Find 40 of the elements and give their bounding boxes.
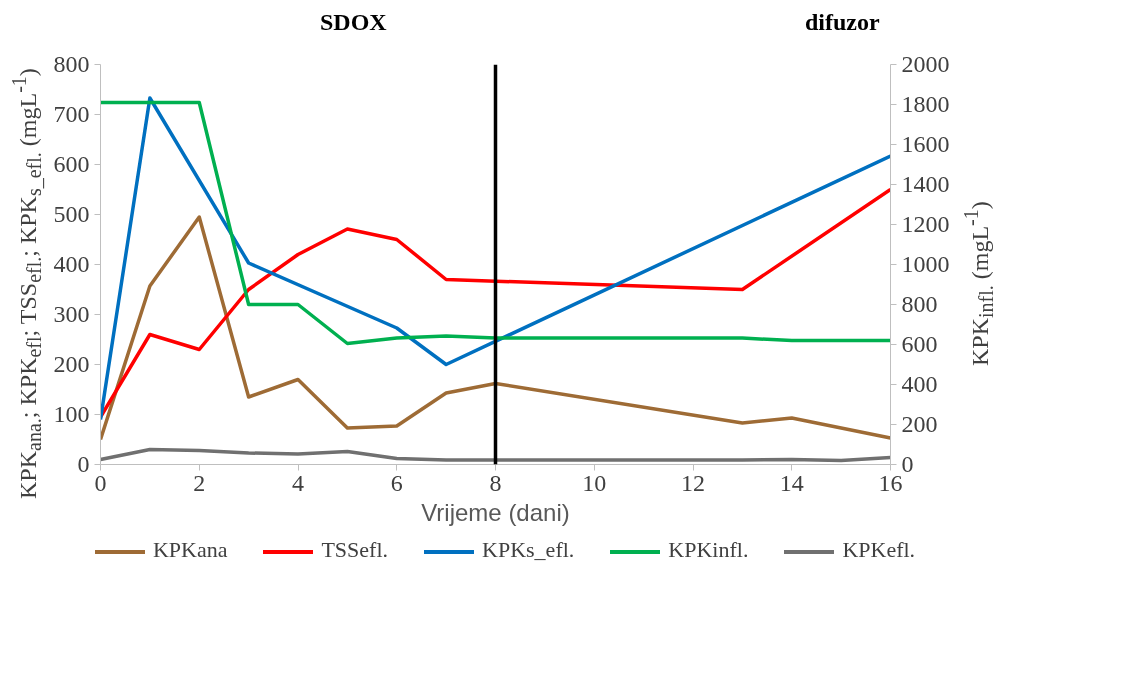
y2-tick-label: 400 (901, 371, 938, 397)
y-tick-label: 800 (53, 51, 90, 77)
text: difuzor (805, 8, 880, 37)
x-tick-label: 10 (582, 469, 607, 496)
y2-tick-label: 800 (901, 291, 938, 317)
y-tick-label: 600 (53, 151, 90, 177)
x-tick-label: 16 (878, 469, 903, 496)
y-tick-label: 700 (53, 101, 90, 127)
x-tick-label: 4 (292, 469, 304, 496)
y-tick-label: 500 (53, 201, 90, 227)
y-tick-label: 200 (53, 351, 90, 377)
legend-label: KPKana (151, 537, 228, 562)
legend-label: KPKefl. (841, 537, 916, 562)
y2-tick-label: 1400 (901, 171, 950, 197)
y2-tick-label: 0 (901, 451, 914, 477)
y2-tick-label: 600 (901, 331, 938, 357)
y-tick-label: 300 (53, 301, 90, 327)
line-series (100, 215, 891, 442)
x-tick-label: 2 (193, 469, 206, 496)
y2-tick-label: 200 (901, 411, 938, 437)
legend-label: KPKinfl. (667, 537, 749, 562)
y2-tick-label: 2000 (901, 51, 950, 77)
line-series (100, 96, 891, 422)
y2-tick-label: 1800 (901, 91, 950, 117)
x-tick-label: 14 (779, 469, 804, 496)
text: SDOX (320, 8, 387, 37)
x-axis-title: Vrijeme (dani) (421, 498, 570, 526)
y-tick-label: 100 (53, 401, 90, 427)
legend-label: TSSefl. (320, 537, 389, 562)
x-tick-label: 8 (489, 469, 502, 496)
y2-tick-label: 1200 (901, 211, 950, 237)
line-series (100, 100, 891, 346)
x-tick-label: 6 (390, 469, 403, 496)
y-tick-label: 0 (77, 451, 90, 477)
x-tick-label: 12 (681, 469, 705, 496)
legend-label: KPKs_efl. (481, 537, 575, 562)
y2-tick-label: 1000 (901, 251, 950, 277)
y-tick-label: 400 (53, 251, 90, 277)
x-tick-label: 0 (94, 469, 107, 496)
y2-tick-label: 1600 (901, 131, 950, 157)
